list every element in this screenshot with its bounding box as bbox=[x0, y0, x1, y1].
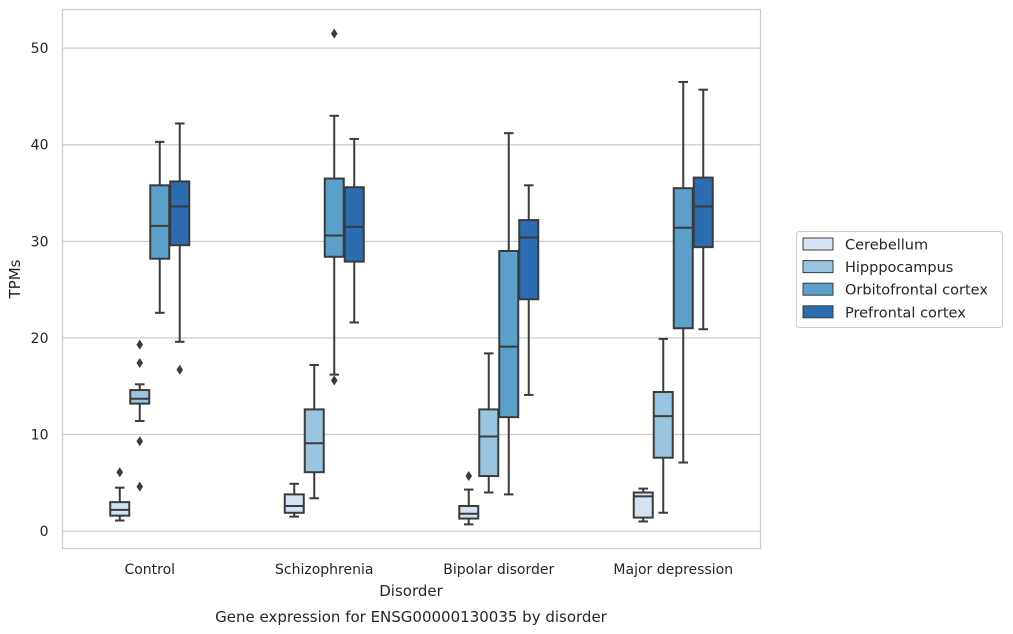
y-tick-label: 0 bbox=[40, 524, 49, 540]
legend-swatch bbox=[802, 237, 834, 251]
y-tick-label: 20 bbox=[31, 331, 49, 347]
legend-label: Orbitofrontal cortex bbox=[845, 283, 988, 299]
box bbox=[478, 408, 500, 478]
outlier-point bbox=[136, 339, 144, 350]
y-tick-label: 40 bbox=[31, 138, 49, 154]
box bbox=[283, 493, 305, 514]
plot-frame bbox=[61, 8, 762, 550]
legend: Cerebellum Hipppocampus Orbitofrontal cort… bbox=[796, 231, 1003, 328]
y-tick-label: 50 bbox=[31, 41, 49, 57]
legend-label: Cerebellum bbox=[845, 238, 928, 254]
box bbox=[692, 176, 714, 249]
y-axis-ticks: 0 10 20 30 40 50 bbox=[31, 41, 49, 540]
legend-swatch bbox=[802, 282, 834, 296]
outlier-point bbox=[116, 467, 124, 478]
outlier-point bbox=[176, 364, 184, 375]
series-group bbox=[109, 467, 654, 526]
series-group bbox=[129, 337, 674, 514]
box bbox=[672, 187, 694, 330]
box bbox=[169, 180, 191, 247]
x-tick-label: Bipolar disorder bbox=[443, 562, 554, 578]
box bbox=[632, 491, 654, 519]
box bbox=[498, 249, 520, 419]
plot-background bbox=[62, 9, 761, 549]
box bbox=[323, 177, 345, 258]
y-tick-label: 30 bbox=[31, 234, 49, 250]
legend-items: Cerebellum Hipppocampus Orbitofrontal cort… bbox=[802, 237, 988, 321]
box bbox=[343, 186, 365, 263]
box bbox=[129, 389, 151, 405]
box-groups bbox=[109, 28, 714, 526]
legend-swatch bbox=[802, 305, 834, 319]
outlier-point bbox=[330, 375, 338, 386]
legend-swatch bbox=[802, 260, 834, 274]
box bbox=[518, 219, 540, 301]
y-axis-label: TPMs bbox=[6, 259, 24, 299]
legend-frame bbox=[796, 231, 1003, 328]
x-tick-label: Control bbox=[124, 562, 175, 578]
outlier-point bbox=[136, 481, 144, 492]
box bbox=[652, 391, 674, 459]
legend-label: Hipppocampus bbox=[845, 260, 953, 276]
outlier-point bbox=[330, 28, 338, 39]
box bbox=[303, 408, 325, 474]
x-axis-ticks: Control Schizophrenia Bipolar disorder Majo… bbox=[124, 562, 733, 578]
legend-label: Prefrontal cortex bbox=[845, 305, 966, 321]
outlier-point bbox=[465, 471, 473, 482]
chart-caption: Gene expression for ENSG00000130035 by d… bbox=[215, 608, 608, 626]
outlier-point bbox=[136, 436, 144, 447]
box bbox=[458, 504, 480, 520]
x-axis-label: Disorder bbox=[379, 582, 443, 600]
x-tick-label: Major depression bbox=[613, 562, 733, 578]
outlier-point bbox=[136, 358, 144, 369]
series-group bbox=[149, 28, 694, 496]
box bbox=[149, 184, 171, 260]
series-group bbox=[169, 88, 714, 396]
x-tick-label: Schizophrenia bbox=[275, 562, 373, 578]
y-tick-label: 10 bbox=[31, 428, 49, 444]
